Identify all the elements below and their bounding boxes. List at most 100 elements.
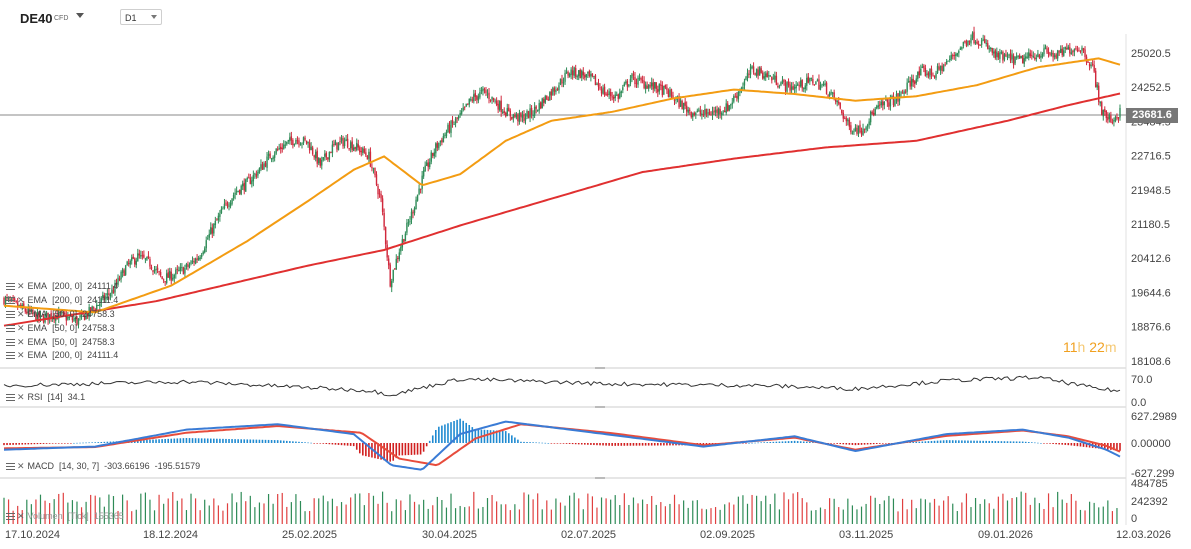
legend-ema-4[interactable]: ✕ EMA [50, 0] 24758.3 <box>6 323 115 334</box>
close-icon[interactable]: ✕ <box>17 281 25 291</box>
candle-body <box>1102 109 1104 117</box>
list-icon[interactable] <box>6 311 15 319</box>
volume-bar <box>245 501 247 524</box>
list-icon[interactable] <box>6 283 15 291</box>
timeframe-chevron-icon <box>151 15 157 19</box>
candle-body <box>457 116 460 119</box>
candle-body <box>102 294 104 298</box>
candle-body <box>153 269 156 272</box>
candle-body <box>482 88 484 92</box>
candle-body <box>1015 56 1018 58</box>
volume-bar <box>135 509 137 524</box>
candle-body <box>993 51 995 54</box>
legend-volume[interactable]: ✕ Volumen [Tick] 155365 <box>6 511 124 522</box>
macd-histogram-bar <box>1070 443 1073 446</box>
volume-bar <box>44 500 46 524</box>
macd-histogram-bar <box>1015 441 1018 443</box>
macd-histogram-bar <box>258 439 261 443</box>
close-icon[interactable]: ✕ <box>17 511 25 521</box>
candle-body <box>514 114 516 117</box>
candle-body <box>719 109 721 114</box>
candle-body <box>311 147 314 155</box>
legend-ema-2[interactable]: ✕ EMA [200, 0] 24111.4 <box>6 295 118 306</box>
candle-body <box>857 125 860 135</box>
rsi-params: [14] <box>47 392 63 402</box>
candle-body <box>755 68 758 76</box>
candle-body <box>533 106 536 116</box>
volume-bar <box>103 506 105 524</box>
candle-body <box>27 308 30 314</box>
candle-body <box>690 111 692 118</box>
symbol-label[interactable]: DE40 <box>20 11 53 26</box>
candle-body <box>467 103 469 105</box>
volume-bar <box>623 493 625 524</box>
price-tick-label: 22716.5 <box>1131 151 1171 163</box>
legend-ema-5[interactable]: ✕ EMA [50, 0] 24758.3 <box>6 337 115 348</box>
macd-histogram-bar <box>1034 442 1036 444</box>
close-icon[interactable]: ✕ <box>17 392 25 402</box>
candle-body <box>1050 52 1053 55</box>
timeframe-select[interactable]: D1 <box>120 9 162 25</box>
close-icon[interactable]: ✕ <box>17 323 25 333</box>
list-icon[interactable] <box>6 394 15 402</box>
candle-body <box>430 152 432 162</box>
macd-histogram-bar <box>523 441 525 443</box>
macd-histogram-bar <box>15 443 17 445</box>
list-icon[interactable] <box>6 339 15 347</box>
macd-histogram-bar <box>392 443 395 461</box>
close-icon[interactable]: ✕ <box>17 295 25 305</box>
legend-ema-1[interactable]: ✕ EMA [200, 0] 24111.4 <box>6 281 118 292</box>
macd-histogram-bar <box>27 443 30 445</box>
volume-bar <box>965 493 968 524</box>
list-icon[interactable] <box>6 325 15 333</box>
candle-body <box>161 276 163 280</box>
legend-macd[interactable]: ✕ MACD [14, 30, 7] -303.66196 -195.51579 <box>6 461 200 472</box>
macd-histogram-bar <box>553 443 556 444</box>
close-icon[interactable]: ✕ <box>17 309 25 319</box>
close-icon[interactable]: ✕ <box>17 461 25 471</box>
list-icon[interactable] <box>6 463 15 471</box>
legend-ema-6[interactable]: ✕ EMA [200, 0] 24111.4 <box>6 350 118 361</box>
candle-body <box>1098 85 1100 103</box>
list-icon[interactable] <box>6 513 15 521</box>
ema50-line <box>3 57 1121 314</box>
legend-params: [200, 0] <box>52 281 83 291</box>
macd-histogram-bar <box>279 440 282 443</box>
candle-body <box>783 79 785 83</box>
list-icon[interactable] <box>6 297 15 305</box>
volume-bar <box>482 506 484 524</box>
candle-body <box>296 140 299 142</box>
candle-body <box>793 87 796 89</box>
candle-body <box>882 101 884 106</box>
macd-histogram-bar <box>988 440 991 443</box>
list-icon[interactable] <box>6 352 15 360</box>
candle-body <box>1038 54 1041 58</box>
candle-body <box>991 48 993 53</box>
candle-body <box>606 93 609 95</box>
legend-ema-3[interactable]: ✕ EMA [50, 0] 24758.3 <box>6 309 115 320</box>
candle-body <box>748 73 750 75</box>
candle-body <box>640 77 642 81</box>
legend-rsi[interactable]: ✕ RSI [14] 34.1 <box>6 392 85 403</box>
candle-body <box>723 110 726 113</box>
candle-body <box>403 239 405 242</box>
volume-bar <box>573 492 575 524</box>
candle-body <box>1023 58 1025 64</box>
volume-bar <box>176 500 178 524</box>
candle-body <box>1025 56 1027 59</box>
macd-histogram-bar <box>444 424 446 443</box>
macd-histogram-bar <box>337 443 340 445</box>
macd-histogram-bar <box>769 442 772 443</box>
close-icon[interactable]: ✕ <box>17 350 25 360</box>
macd-histogram-bar <box>200 438 203 443</box>
candle-body <box>564 73 566 82</box>
chevron-down-icon[interactable] <box>76 13 84 18</box>
candle-body <box>1082 48 1085 51</box>
candle-body <box>336 142 338 150</box>
close-icon[interactable]: ✕ <box>17 337 25 347</box>
volume-bar <box>258 502 261 524</box>
volume-bar <box>1079 509 1082 524</box>
macd-histogram-bar <box>967 440 969 443</box>
candle-body <box>26 311 28 314</box>
